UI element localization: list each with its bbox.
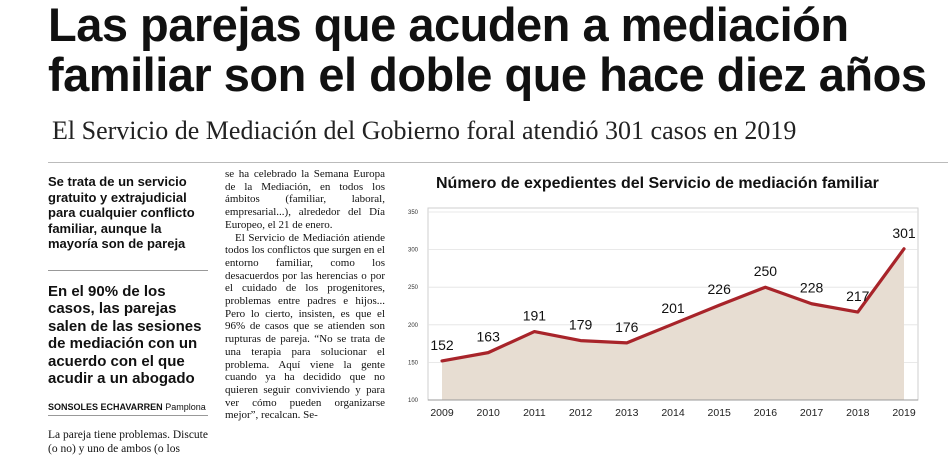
data-label: 176 [615, 319, 639, 335]
article-column-2: se ha celebrado la Semana Europa de la M… [225, 168, 385, 422]
chart: Número de expedientes del Servicio de me… [404, 163, 950, 423]
data-label: 152 [430, 337, 454, 353]
x-tick-label: 2013 [615, 407, 639, 419]
x-tick-label: 2017 [800, 407, 824, 419]
x-tick-label: 2010 [477, 407, 501, 419]
y-tick-label: 100 [408, 398, 419, 404]
sidebar-column: Se trata de un servicio gratuito y extra… [48, 174, 208, 456]
data-label: 163 [477, 329, 501, 345]
x-tick-label: 2014 [661, 407, 685, 419]
headline-line-1: Las parejas que acuden a mediación [48, 0, 849, 51]
data-label: 301 [892, 225, 916, 241]
byline-place: Pamplona [165, 401, 206, 412]
data-label: 250 [754, 263, 778, 279]
byline: SONSOLES ECHAVARREN Pamplona [48, 402, 208, 416]
data-label: 201 [661, 300, 685, 316]
subheadline: El Servicio de Mediación del Gobierno fo… [52, 116, 797, 145]
x-tick-label: 2009 [430, 407, 454, 419]
headline: Las parejas que acuden a mediación famil… [48, 0, 948, 100]
headline-line-2: familiar son el doble que hace diez años [48, 48, 927, 101]
series-line [440, 247, 906, 363]
data-label: 226 [708, 281, 732, 297]
article-body-start: La pareja tiene problemas. Discute (o no… [48, 428, 208, 455]
highlight-bullet-1: Se trata de un servicio gratuito y extra… [48, 174, 195, 251]
x-tick-label: 2016 [754, 407, 778, 419]
y-tick-label: 250 [408, 285, 419, 291]
x-tick-label: 2019 [892, 407, 916, 419]
y-tick-label: 200 [408, 323, 419, 329]
y-tick-label: 350 [408, 210, 419, 216]
article-paragraph-1: se ha celebrado la Semana Europa de la M… [225, 168, 385, 231]
x-tick-label: 2012 [569, 407, 593, 419]
chart-plot: 100 150 200 250 300 350 152 2009 163 2010 191 2011 1… [408, 207, 919, 419]
x-tick-label: 2015 [708, 407, 732, 419]
byline-author: SONSOLES ECHAVARREN [48, 401, 163, 412]
chart-title: Número de expedientes del Servicio de me… [436, 175, 879, 192]
data-label: 228 [800, 280, 824, 296]
data-label: 191 [523, 308, 547, 324]
highlight-bullet-2: En el 90% de los casos, las parejas sale… [48, 282, 202, 388]
data-label: 217 [846, 288, 870, 304]
x-tick-label: 2011 [523, 407, 546, 419]
y-tick-label: 300 [408, 248, 419, 254]
y-tick-label: 150 [408, 360, 419, 366]
divider [48, 269, 208, 271]
data-label: 179 [569, 317, 593, 333]
top-divider [48, 162, 948, 163]
x-tick-label: 2018 [846, 407, 870, 419]
article-paragraph-2: El Servicio de Mediación atiende todos l… [225, 231, 385, 422]
